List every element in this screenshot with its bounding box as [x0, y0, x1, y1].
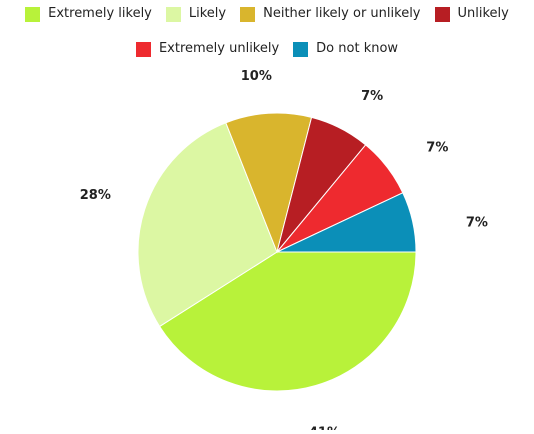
legend-swatch-neither [240, 6, 256, 22]
legend-row-1: Extremely likely Likely Neither likely o… [0, 6, 534, 22]
legend-row-2: Extremely unlikely Do not know [0, 41, 534, 57]
legend-item-extremely-likely: Extremely likely [25, 6, 152, 22]
legend-item-extremely-unlikely: Extremely unlikely [135, 41, 280, 57]
pie-label-do-not-know: 7% [466, 215, 488, 230]
legend-item-do-not-know: Do not know [293, 41, 398, 57]
pie-slice-do-not-know [276, 192, 417, 253]
legend-item-neither: Neither likely or unlikely [240, 6, 421, 22]
legend-label-extremely-likely: Extremely likely [48, 6, 152, 21]
pie-label-extremely-unlikely: 7% [426, 140, 448, 155]
pie-label-neither-likely-or-unlikely: 10% [241, 69, 272, 84]
legend-label-neither: Neither likely or unlikely [263, 6, 421, 21]
pie-label-likely: 28% [80, 188, 111, 203]
legend-label-likely: Likely [188, 6, 227, 21]
legend-swatch-likely [165, 6, 181, 22]
legend-item-unlikely: Unlikely [434, 6, 509, 22]
pie-slices [137, 112, 417, 392]
legend-swatch-do-not-know [293, 41, 309, 57]
legend-swatch-extremely-unlikely [135, 41, 151, 57]
pie-label-extremely-likely: 41% [309, 426, 340, 430]
legend-swatch-extremely-likely [25, 6, 41, 22]
legend-item-likely: Likely [165, 6, 227, 22]
legend-label-extremely-unlikely: Extremely unlikely [158, 41, 280, 56]
legend-label-unlikely: Unlikely [457, 6, 509, 21]
legend-swatch-unlikely [434, 6, 450, 22]
legend-label-do-not-know: Do not know [316, 41, 399, 56]
pie-slice-extremely-likely [158, 251, 417, 392]
pie-slice-likely [137, 122, 278, 328]
chart-legend: Extremely likely Likely Neither likely o… [0, 0, 534, 70]
pie-slice-neither-likely-or-unlikely [225, 112, 313, 254]
pie-label-unlikely: 7% [361, 89, 383, 104]
